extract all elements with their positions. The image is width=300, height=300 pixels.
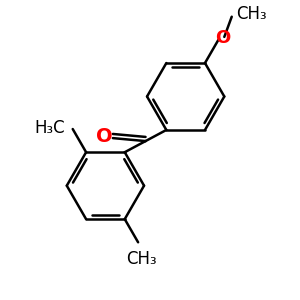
Text: H₃C: H₃C (35, 118, 65, 136)
Text: O: O (96, 127, 113, 146)
Text: CH₃: CH₃ (236, 5, 267, 23)
Text: CH₃: CH₃ (126, 250, 156, 268)
Text: O: O (215, 29, 230, 47)
